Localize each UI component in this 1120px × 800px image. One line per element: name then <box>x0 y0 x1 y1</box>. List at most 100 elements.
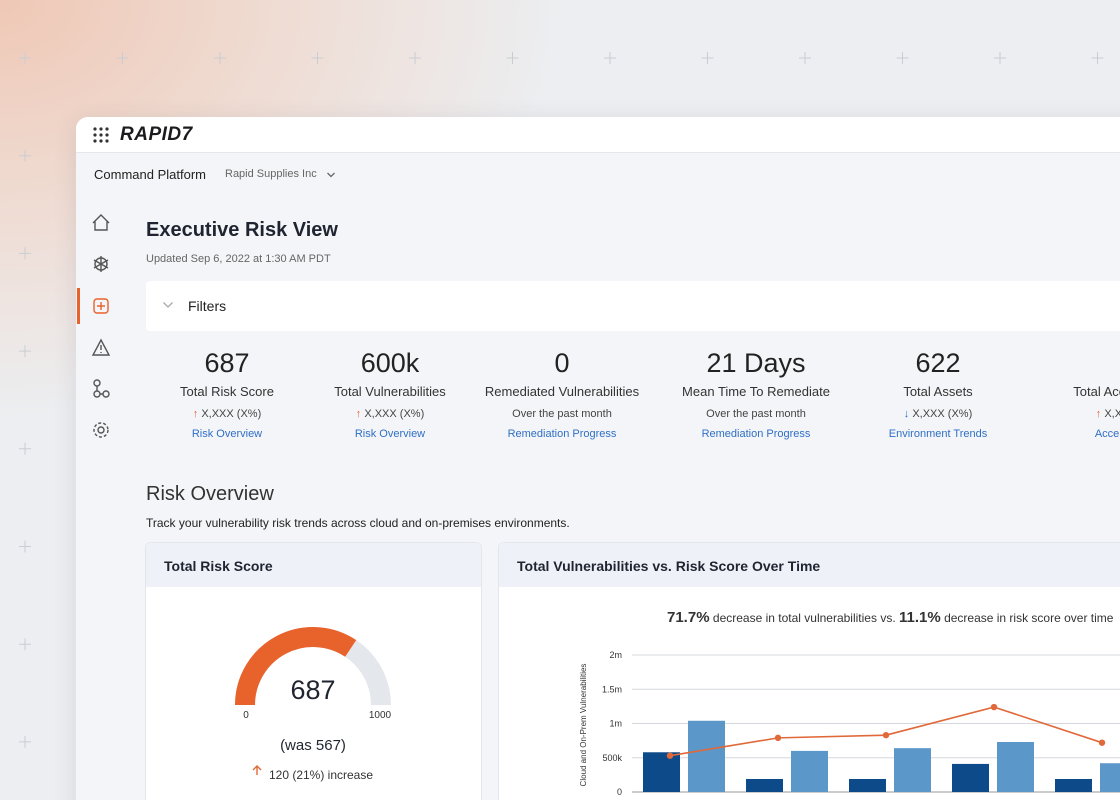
summary-text: decrease in total vulnerabilities vs. <box>712 611 896 625</box>
plus-mark <box>19 149 31 162</box>
summary-text: decrease in risk score over time <box>944 611 1114 625</box>
y-tick-label: 1.5m <box>602 684 622 694</box>
platform-name: Command Platform <box>94 167 206 182</box>
kpi-link[interactable]: Remediation Progress <box>507 428 617 440</box>
network-icon[interactable] <box>93 256 109 272</box>
bar <box>997 741 1034 792</box>
updated-time: Updated Sep 6, 2022 at 1:30 AM PDT <box>146 253 331 265</box>
line <box>669 706 1103 757</box>
kpi-change: Over the past month <box>706 408 806 420</box>
risk-score-card <box>145 542 482 800</box>
kpi-link[interactable]: Accepted Risk <box>1094 428 1120 440</box>
bar <box>643 752 680 792</box>
trend-arrow <box>252 765 262 775</box>
gauge-arc <box>235 627 357 706</box>
top-bar <box>76 117 1120 153</box>
summary-highlight: 11.1% <box>899 609 941 626</box>
settings-icon[interactable] <box>93 422 109 438</box>
y-tick-label: 1m <box>609 719 622 729</box>
bar <box>1100 763 1120 792</box>
plus-mark <box>116 52 129 64</box>
home-icon[interactable] <box>92 214 110 231</box>
kpi-value: 600k <box>360 348 420 378</box>
kpi-link[interactable]: Environment Trends <box>888 428 988 440</box>
plus-mark <box>1091 52 1104 64</box>
kpi-label: Mean Time To Remediate <box>682 384 830 399</box>
kpi-value: 8 <box>1030 348 1120 379</box>
gauge-previous: (was 567) <box>280 737 346 754</box>
kpi-value: 687 <box>204 348 250 378</box>
y-tick-label: 0 <box>617 787 622 797</box>
bar <box>688 720 725 792</box>
gauge-min: 0 <box>243 710 249 721</box>
section-description: Track your vulnerability risk trends acr… <box>146 516 570 530</box>
gauge-value: 687 <box>290 675 335 705</box>
plus-mark <box>506 52 519 64</box>
filters-panel[interactable] <box>146 281 1120 331</box>
gauge-max: 1000 <box>369 710 392 721</box>
kpi-link[interactable]: Remediation Progress <box>701 428 811 440</box>
plus-mark <box>799 52 811 64</box>
line-point <box>1098 739 1106 746</box>
y-tick-label: 2m <box>609 650 622 660</box>
page-title: Executive Risk View <box>146 219 338 241</box>
workflow-icon[interactable] <box>93 379 110 398</box>
kpi-change: X,XXX (X%) <box>290 408 490 420</box>
line-point <box>882 731 890 739</box>
kpi-link[interactable]: Risk Overview <box>191 428 263 440</box>
bar <box>894 748 931 792</box>
card-header <box>146 543 481 587</box>
bar <box>791 750 828 792</box>
kpi-label: Remediated Vulnerabilities <box>484 384 640 399</box>
bar <box>849 778 886 792</box>
gauge-change: 120 (21%) increase <box>269 768 373 782</box>
card-header <box>499 543 1120 587</box>
plus-mark <box>19 540 31 553</box>
bar <box>746 778 783 792</box>
kpi-link[interactable]: Risk Overview <box>354 428 426 440</box>
line-point <box>774 734 782 742</box>
active-indicator <box>77 288 80 324</box>
dropdown-chevron <box>327 172 335 178</box>
kpi-label: Total Assets <box>903 384 973 399</box>
y-tick-label: 500k <box>602 753 622 763</box>
plus-mark <box>604 52 616 64</box>
plus-mark <box>19 442 31 455</box>
plus-mark <box>19 735 31 748</box>
y-axis-title: Cloud and On-Prem Vulnerabilities <box>579 664 588 787</box>
sidebar-nav <box>91 214 111 438</box>
bar <box>952 763 989 792</box>
plus-mark <box>19 52 31 64</box>
card-title: Total Risk Score <box>164 558 273 574</box>
card-title: Total Vulnerabilities vs. Risk Score Ove… <box>517 558 821 574</box>
plus-mark <box>896 52 909 64</box>
plus-mark <box>409 52 421 64</box>
kpi-label: Total Vulnerabilities <box>334 384 446 399</box>
filters-label[interactable]: Filters <box>188 298 227 314</box>
summary-highlight: 71.7% <box>667 609 710 626</box>
plus-mark <box>311 52 324 64</box>
alert-icon[interactable] <box>91 338 111 356</box>
app-grid-icon[interactable] <box>93 127 109 143</box>
plus-mark <box>19 638 31 651</box>
chart-summary: 71.7% decrease in total vulnerabilities … <box>667 609 1113 626</box>
kpi-value: 622 <box>915 348 961 378</box>
kpi-change: X,XXX (X%) <box>838 408 1038 420</box>
logo[interactable]: RAPID7 <box>120 124 193 145</box>
kpi-value: 0 <box>554 348 570 378</box>
line-point <box>990 703 998 711</box>
gauge: 687 0 1000 (was 567) 120 (21%) increase <box>235 627 392 782</box>
bar-line-chart: 0 500k 1m 1.5m 2m Cloud and On-Prem Vulnerabi… <box>579 650 1120 797</box>
plus-mark <box>19 247 31 260</box>
risk-icon[interactable] <box>93 298 109 314</box>
plus-mark <box>994 52 1006 64</box>
plus-mark <box>19 345 31 358</box>
kpi-change: X,XXX (X%) <box>127 408 327 420</box>
kpi-change: X,XXX (X%) <box>1030 408 1120 420</box>
organization-selector[interactable]: Rapid Supplies Inc <box>225 168 317 180</box>
line-point <box>666 752 674 759</box>
filters-chevron[interactable] <box>162 300 174 310</box>
kpi-label: Total Risk Score <box>180 384 274 399</box>
